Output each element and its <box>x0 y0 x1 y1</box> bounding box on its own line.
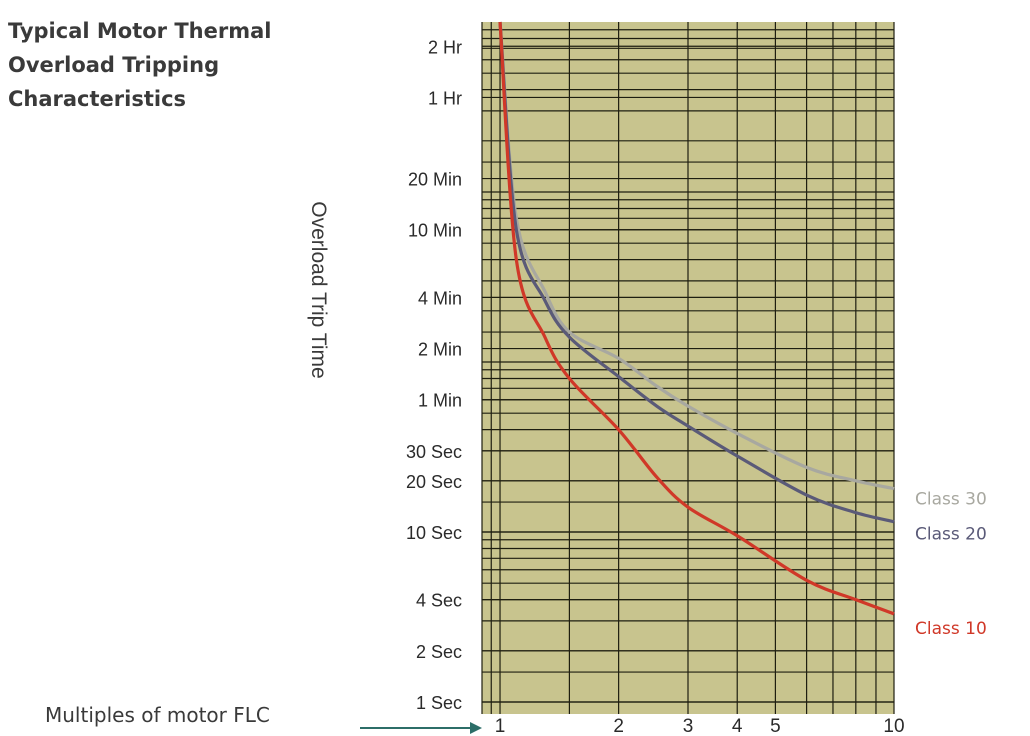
y-tick-label: 2 Hr <box>428 37 462 57</box>
chart-title: Typical Motor Thermal Overload Tripping … <box>8 14 328 116</box>
y-tick-label: 30 Sec <box>406 442 462 462</box>
x-axis-label: Multiples of motor FLC <box>45 703 270 727</box>
y-tick-label: 1 Hr <box>428 88 462 108</box>
x-tick-label: 10 <box>883 716 904 736</box>
y-axis-label: Overload Trip Time <box>307 201 330 378</box>
chart-title-line-2: Overload Tripping <box>8 53 220 77</box>
x-tick-label: 1 <box>495 716 506 736</box>
y-tick-label: 4 Sec <box>416 591 462 611</box>
curve-series-0 <box>498 21 895 491</box>
y-tick-label: 10 Sec <box>406 523 462 543</box>
curves <box>498 21 895 616</box>
y-tick-label: 20 Sec <box>406 472 462 492</box>
x-tick-label: 3 <box>683 716 694 736</box>
x-tick-labels: 1 2 3 4 5 10 <box>495 716 905 736</box>
y-tick-label: 2 Sec <box>416 642 462 662</box>
curve-series-2 <box>498 21 895 616</box>
y-tick-label: 4 Min <box>418 288 462 308</box>
chart-title-line-3: Characteristics <box>8 87 187 111</box>
y-tick-label: 10 Min <box>408 221 462 241</box>
x-tick-label: 5 <box>770 716 781 736</box>
x-tick-label: 2 <box>613 716 624 736</box>
curve-series-1 <box>498 21 895 524</box>
y-tick-label: 2 Min <box>418 340 462 360</box>
curve-labels: Class 30 Class 20 Class 10 <box>915 490 987 639</box>
curve-label: Class 10 <box>915 619 987 639</box>
x-axis-arrow-head <box>470 722 482 734</box>
curve-label: Class 20 <box>915 525 987 545</box>
y-tick-labels: 2 Hr 1 Hr 20 Min 10 Min 4 Min 2 Min 1 Min 30 Se… <box>406 37 462 713</box>
chart-title-line-1: Typical Motor Thermal <box>8 19 272 43</box>
x-tick-label: 4 <box>732 716 743 736</box>
y-tick-label: 1 Sec <box>416 693 462 713</box>
y-tick-label: 20 Min <box>408 170 462 190</box>
y-tick-label: 1 Min <box>418 391 462 411</box>
curve-label: Class 30 <box>915 490 987 510</box>
